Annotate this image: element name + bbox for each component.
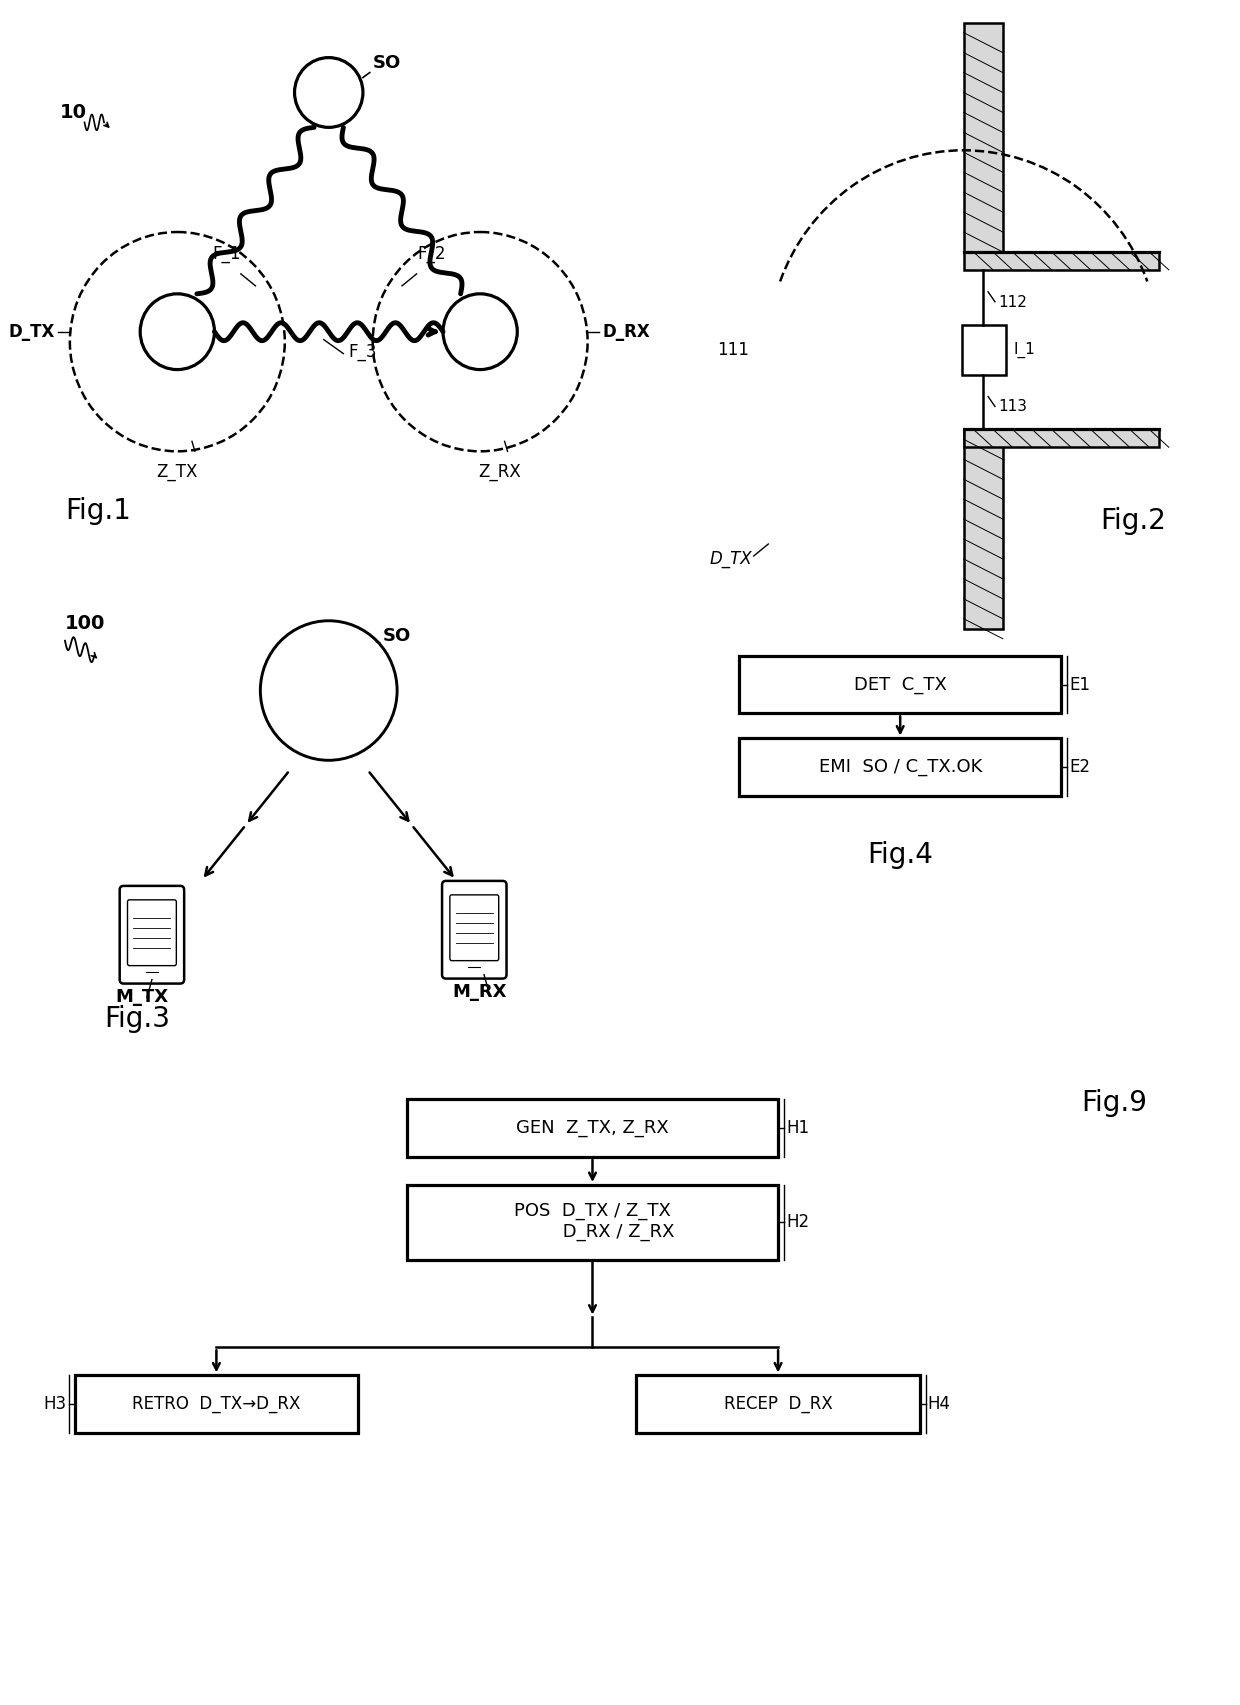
Bar — [74, 1376, 358, 1434]
Text: Z_RX: Z_RX — [479, 464, 521, 481]
Text: Fig.3: Fig.3 — [104, 1006, 170, 1033]
Text: E1: E1 — [1069, 675, 1090, 694]
Bar — [739, 738, 1061, 796]
Text: Fig.9: Fig.9 — [1081, 1089, 1147, 1117]
Text: SO: SO — [382, 627, 410, 644]
Text: E2: E2 — [1069, 759, 1090, 776]
Text: M_RX: M_RX — [451, 982, 506, 1001]
Text: 100: 100 — [64, 614, 105, 633]
Text: D_TX: D_TX — [9, 322, 56, 341]
Text: EMI  SO / C_TX.OK: EMI SO / C_TX.OK — [818, 759, 982, 776]
Bar — [963, 252, 1159, 269]
Text: D_TX: D_TX — [709, 551, 753, 568]
Text: F_3: F_3 — [348, 343, 377, 361]
Text: H3: H3 — [43, 1395, 67, 1413]
Text: 113: 113 — [998, 399, 1027, 414]
Text: M_TX: M_TX — [115, 987, 169, 1006]
Bar — [963, 430, 1003, 629]
Text: F_1: F_1 — [212, 246, 241, 263]
Text: D_RX: D_RX — [603, 322, 650, 341]
Bar — [636, 1376, 920, 1434]
Text: 112: 112 — [998, 295, 1027, 310]
Text: Fig.2: Fig.2 — [1100, 506, 1167, 535]
Text: F_2: F_2 — [417, 246, 445, 263]
Bar — [407, 1185, 777, 1260]
Text: H2: H2 — [786, 1212, 808, 1231]
Text: H1: H1 — [786, 1118, 808, 1137]
Text: Fig.1: Fig.1 — [64, 498, 131, 525]
Bar — [407, 1100, 777, 1158]
Text: SO: SO — [373, 53, 401, 72]
Bar — [739, 656, 1061, 713]
Bar — [963, 22, 1003, 252]
Text: POS  D_TX / Z_TX
         D_RX / Z_RX: POS D_TX / Z_TX D_RX / Z_RX — [511, 1202, 675, 1241]
Text: RETRO  D_TX→D_RX: RETRO D_TX→D_RX — [133, 1395, 300, 1413]
Text: GEN  Z_TX, Z_RX: GEN Z_TX, Z_RX — [516, 1118, 668, 1137]
Bar — [963, 430, 1159, 447]
Text: I_1: I_1 — [1013, 341, 1035, 358]
Text: 10: 10 — [60, 102, 87, 123]
Text: DET  C_TX: DET C_TX — [854, 675, 946, 694]
Text: 111: 111 — [717, 341, 749, 358]
Text: Fig.4: Fig.4 — [867, 841, 934, 870]
Text: RECEP  D_RX: RECEP D_RX — [724, 1395, 832, 1413]
Text: Z_TX: Z_TX — [156, 464, 198, 481]
Text: H4: H4 — [928, 1395, 951, 1413]
Bar — [962, 324, 1006, 375]
